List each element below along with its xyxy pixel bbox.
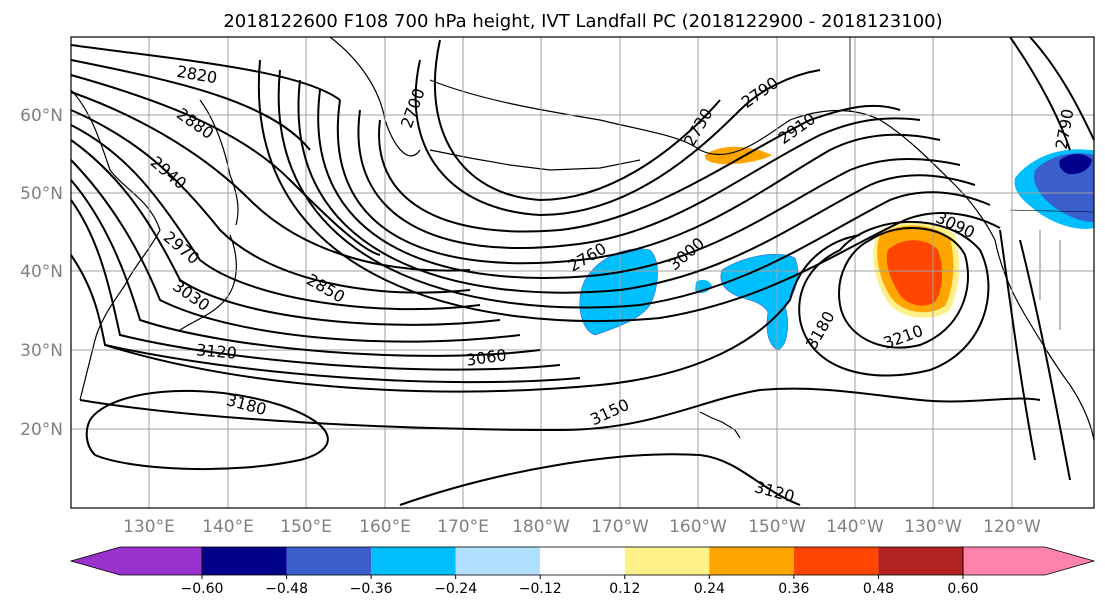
colorbar-swatch	[455, 547, 541, 575]
map-panel: 2820 2880 2940 2970 3030 3120 3180 2850 …	[70, 36, 1095, 509]
contour-line	[70, 59, 311, 151]
lat-label: 40°N	[20, 262, 63, 282]
border-us-canada	[1009, 209, 1095, 213]
lon-label: 130°W	[904, 517, 962, 537]
border-states	[1039, 230, 1061, 330]
contour-line	[104, 234, 861, 393]
lon-label: 160°E	[359, 517, 411, 537]
contour-line	[297, 79, 976, 294]
contour-line	[85, 389, 329, 471]
shading-layer	[579, 146, 1094, 351]
contour-line	[1029, 36, 1095, 141]
contour-line	[378, 104, 901, 233]
contour-line	[357, 109, 921, 249]
lon-label: 140°W	[826, 517, 884, 537]
colorbar-swatch	[793, 547, 879, 575]
lat-label: 30°N	[20, 341, 63, 361]
map-frame	[70, 36, 1095, 509]
colorbar-swatch	[286, 547, 372, 575]
colorbar-swatch	[540, 547, 625, 575]
shade-navy-canada	[1059, 154, 1092, 175]
colorbar-tick-label: −0.48	[265, 581, 308, 597]
lon-label: 120°W	[983, 517, 1041, 537]
colorbar-swatch-extend-low	[69, 546, 203, 576]
map-title: 2018122600 F108 700 hPa height, IVT Land…	[223, 11, 942, 32]
height-contours	[70, 36, 1095, 506]
contour-line	[433, 39, 721, 202]
contour-line	[1009, 36, 1071, 151]
colorbar-tick-label: 0.12	[609, 581, 640, 597]
contour-line	[70, 44, 341, 101]
lon-label: 180°W	[512, 517, 570, 537]
colorbar-outline	[201, 546, 964, 576]
lon-label: 130°E	[123, 517, 175, 537]
contour-line	[70, 139, 501, 326]
shade-blue-central-pacific	[579, 248, 658, 336]
contour-line	[1019, 239, 1071, 481]
colorbar-tick-label: 0.60	[947, 581, 978, 597]
lon-label: 170°W	[591, 517, 649, 537]
colorbar-tick-label: −0.60	[181, 581, 224, 597]
lon-label: 150°E	[280, 517, 332, 537]
contour-line	[317, 89, 961, 279]
colorbar-tick-label: 0.48	[863, 581, 894, 597]
colorbar-swatch	[202, 547, 287, 575]
lat-label: 50°N	[20, 184, 63, 204]
colorbar-swatch	[624, 547, 710, 575]
contour-line	[70, 91, 471, 272]
contour-label: 3120	[195, 340, 237, 362]
contour-line	[70, 74, 381, 256]
shade-red-east	[886, 240, 942, 306]
colorbar-tick-label: 0.24	[694, 581, 725, 597]
contour-line	[70, 109, 471, 294]
lon-label: 160°W	[669, 517, 727, 537]
contour-line	[70, 179, 541, 357]
coast-hawaii	[699, 411, 741, 439]
lon-label: 140°E	[202, 517, 254, 537]
colorbar-swatch	[878, 547, 963, 575]
longitude-labels: 130°E 140°E 150°E 160°E 170°E 180°W 170°…	[123, 517, 1041, 537]
contour-line	[70, 159, 521, 343]
colorbar-swatch-extend-high	[962, 546, 1096, 576]
colorbar-swatch	[709, 547, 794, 575]
contour-line	[70, 254, 581, 384]
colorbar-tick-label: −0.24	[434, 581, 477, 597]
lat-label: 60°N	[20, 106, 63, 126]
contour-line	[257, 59, 1001, 323]
colorbar-tick-label: 0.36	[778, 581, 809, 597]
lat-label: 20°N	[20, 420, 63, 440]
colorbar-swatch	[371, 547, 456, 575]
lon-label: 170°E	[437, 517, 489, 537]
contour-line	[399, 453, 801, 506]
contour-line	[336, 99, 941, 265]
coast-kamchatka	[199, 99, 239, 226]
lon-label: 150°W	[748, 517, 806, 537]
coast-asia	[70, 89, 161, 401]
colorbar-tick-label: −0.12	[519, 581, 562, 597]
contour-line	[838, 227, 969, 349]
contour-line	[999, 229, 1036, 461]
contour-line	[79, 387, 1041, 432]
colorbar: −0.60 −0.48 −0.36 −0.24 −0.12 0.12 0.24 0.36 0.4…	[69, 546, 1096, 597]
latitude-labels: 60°N 50°N 40°N 30°N 20°N	[20, 106, 63, 440]
contour-line	[414, 59, 821, 217]
contour-line	[798, 220, 990, 377]
contour-line	[277, 69, 991, 309]
contour-line	[70, 124, 481, 311]
shade-orange-alaska	[704, 146, 772, 165]
colorbar-tick-label: −0.36	[350, 581, 393, 597]
contour-line	[70, 199, 561, 371]
